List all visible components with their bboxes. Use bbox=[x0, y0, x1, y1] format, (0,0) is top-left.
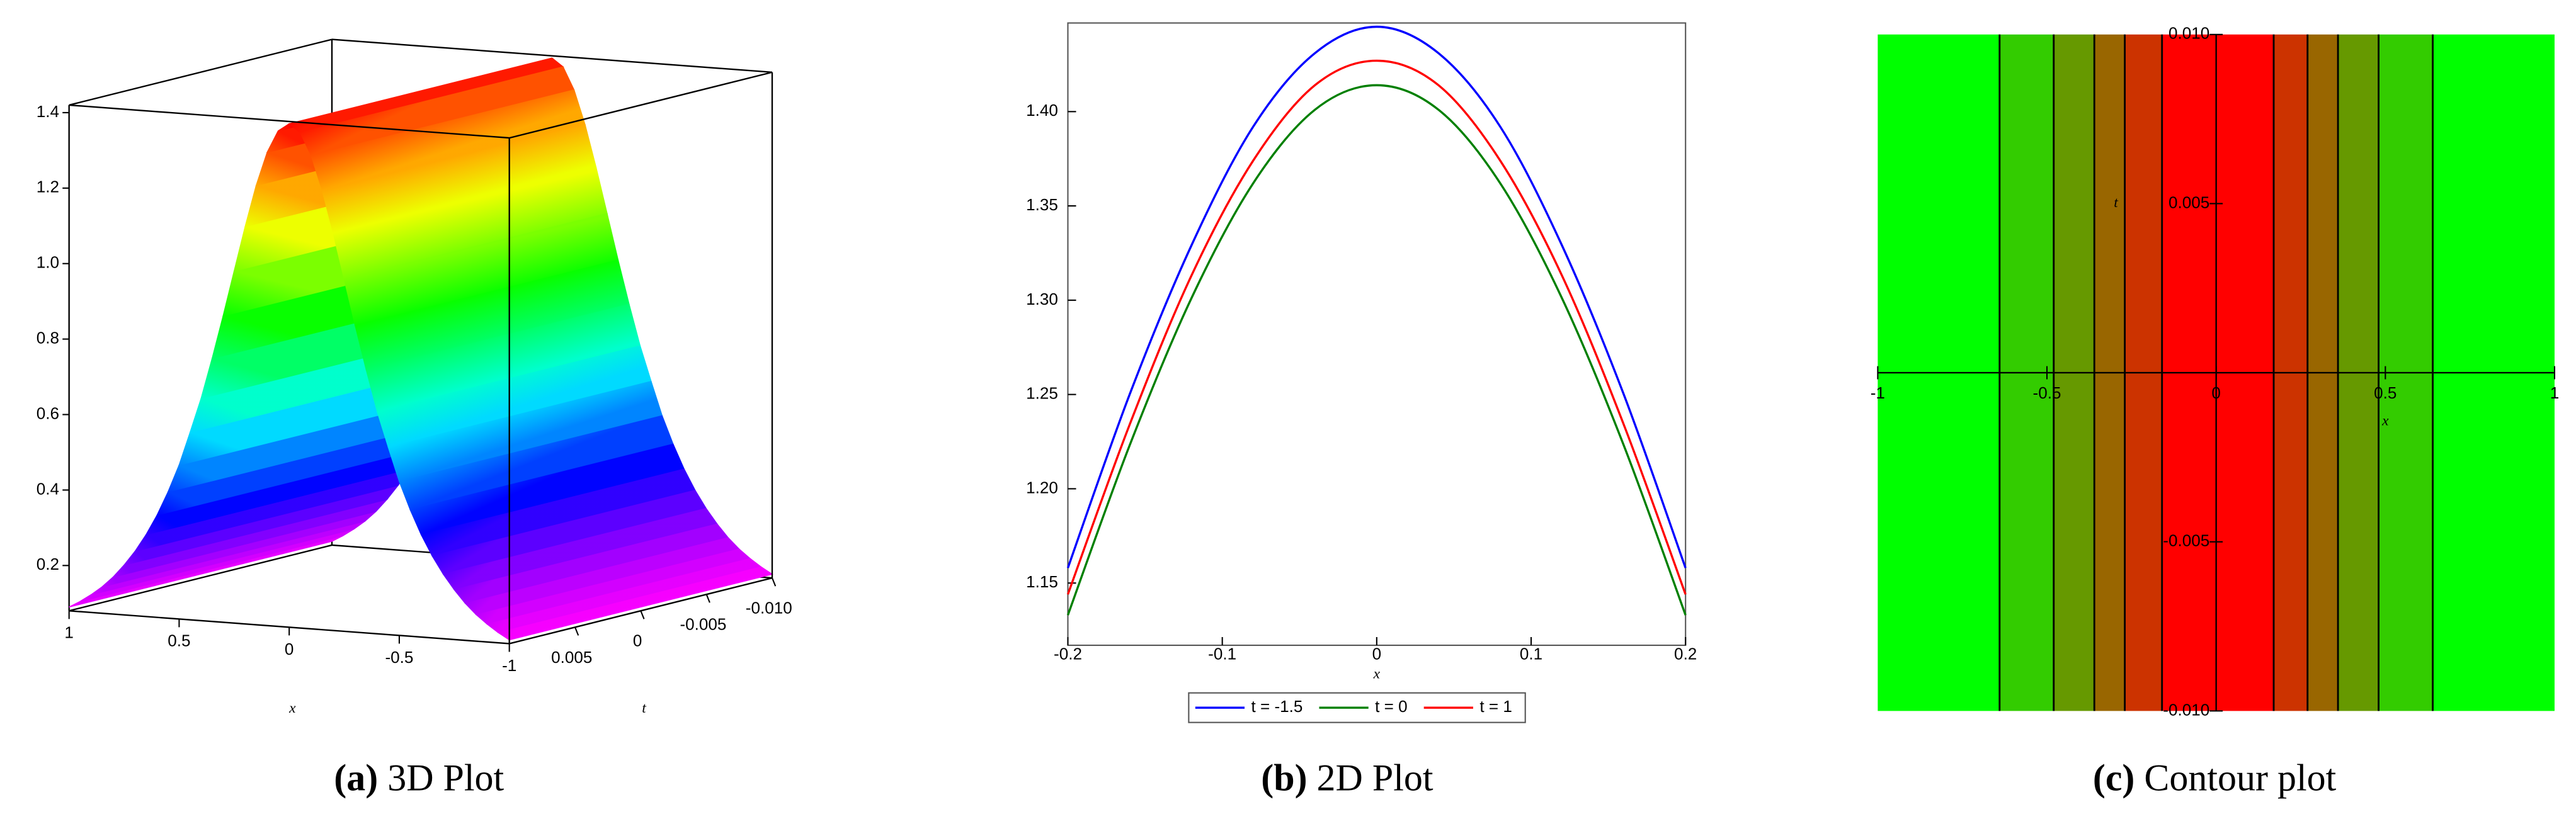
z-tick-label: 0.6 bbox=[37, 404, 59, 422]
y-tick-label: 1.35 bbox=[1026, 195, 1058, 214]
y-axis-label: t bbox=[642, 700, 646, 716]
x-axis-label: x bbox=[2381, 413, 2389, 429]
x-tick-label: 0.2 bbox=[1674, 645, 1697, 664]
line-series bbox=[1066, 25, 1687, 568]
legend-label: t = 1 bbox=[1479, 697, 1512, 716]
y-tick bbox=[574, 626, 579, 636]
z-tick-label: 0.2 bbox=[37, 555, 59, 573]
caption-text: 2D Plot bbox=[1317, 757, 1433, 798]
y-tick-label: -0.010 bbox=[746, 599, 792, 618]
x-tick-label: -0.5 bbox=[2033, 383, 2061, 402]
y-tick-label: 0.005 bbox=[551, 648, 592, 667]
caption-label: (c) bbox=[2093, 757, 2135, 798]
y-tick-label: 0.010 bbox=[2169, 24, 2209, 43]
y-tick-label: 1.40 bbox=[1026, 101, 1058, 120]
caption-label: (a) bbox=[334, 757, 378, 798]
surface-strip bbox=[497, 566, 773, 641]
x-tick-label: -1 bbox=[502, 656, 516, 675]
y-tick-label: 0.005 bbox=[2169, 193, 2209, 212]
y-tick-label: -0.010 bbox=[2163, 700, 2209, 719]
z-tick-label: 1.0 bbox=[37, 253, 59, 272]
x-tick-label: 1 bbox=[2550, 383, 2560, 402]
x-tick-label: -1 bbox=[1871, 383, 1885, 402]
caption-text: 3D Plot bbox=[387, 757, 504, 798]
caption-a: (a) 3D Plot bbox=[334, 757, 504, 798]
z-tick-label: 0.4 bbox=[37, 479, 59, 498]
x-tick-label: 0.1 bbox=[1520, 645, 1542, 664]
y-tick-label: -0.005 bbox=[2163, 531, 2209, 550]
legend-label: t = 0 bbox=[1375, 697, 1407, 716]
x-tick-label: 0 bbox=[2211, 383, 2221, 402]
line-series bbox=[1066, 84, 1687, 616]
x-tick-label: -0.1 bbox=[1208, 645, 1236, 664]
y-axis-label: t bbox=[2114, 195, 2118, 211]
x-tick-label: 0.5 bbox=[168, 631, 190, 650]
legend-label: t = -1.5 bbox=[1251, 697, 1302, 716]
y-tick-label: 0 bbox=[633, 631, 642, 650]
x-tick-label: 0.5 bbox=[2374, 383, 2396, 402]
x-tick-label: 0 bbox=[1372, 645, 1382, 664]
caption-text: Contour plot bbox=[2144, 757, 2336, 798]
caption-label: (b) bbox=[1261, 757, 1307, 798]
y-tick-label: 1.20 bbox=[1026, 478, 1058, 497]
z-tick-label: 1.4 bbox=[37, 102, 59, 121]
y-tick bbox=[772, 577, 777, 587]
y-tick bbox=[705, 594, 710, 603]
x-tick-label: -0.2 bbox=[1054, 645, 1082, 664]
plot-frame bbox=[1067, 22, 1687, 647]
box-edge bbox=[69, 104, 510, 139]
line-series bbox=[1066, 59, 1687, 595]
box-edge bbox=[69, 38, 333, 106]
caption-b: (b) 2D Plot bbox=[1261, 757, 1433, 798]
legend: t = -1.5 t = 0 t = 1 bbox=[1188, 692, 1526, 723]
z-tick-label: 1.2 bbox=[37, 178, 59, 196]
y-tick bbox=[640, 610, 645, 619]
x-tick-label: 0 bbox=[285, 640, 294, 658]
x-axis-label: x bbox=[288, 700, 296, 716]
y-tick-label: -0.005 bbox=[680, 615, 726, 634]
y-tick-label: 1.30 bbox=[1026, 290, 1058, 308]
y-tick-label: 1.25 bbox=[1026, 384, 1058, 403]
box-edge bbox=[331, 38, 773, 73]
caption-c: (c) Contour plot bbox=[2093, 757, 2337, 798]
x-tick-label: 1 bbox=[64, 623, 74, 642]
box-edge bbox=[69, 544, 333, 612]
x-tick-label: -0.5 bbox=[385, 648, 413, 667]
z-tick-label: 0.8 bbox=[37, 329, 59, 347]
y-tick-label: 1.15 bbox=[1026, 572, 1058, 591]
x-axis-label: x bbox=[1373, 665, 1381, 682]
box-edge bbox=[509, 71, 773, 139]
